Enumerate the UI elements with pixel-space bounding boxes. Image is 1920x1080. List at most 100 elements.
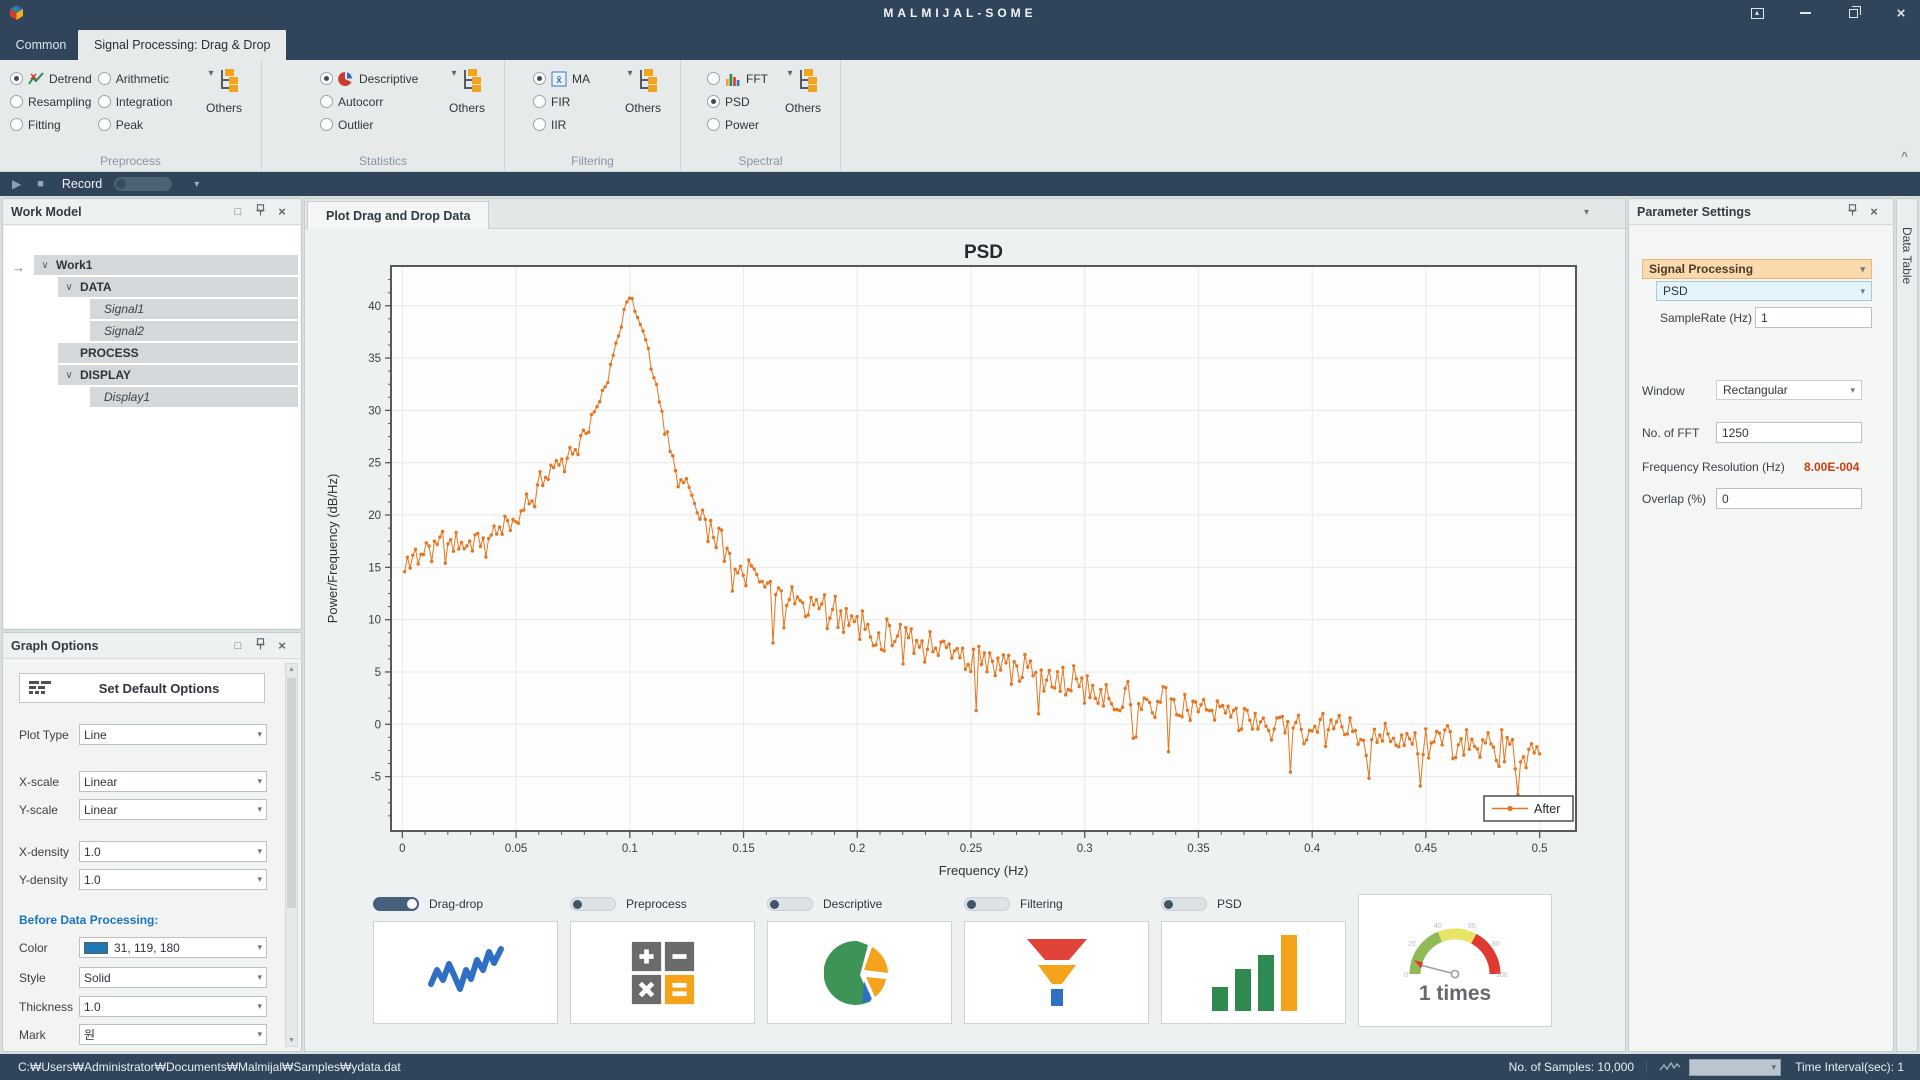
y-scale-dropdown[interactable]: Linear ▾: [79, 799, 267, 820]
toggle-filtering[interactable]: Filtering: [964, 894, 1149, 914]
tree-node-display1[interactable]: Display1: [4, 386, 298, 408]
ribbon-option-resampling[interactable]: Resampling: [10, 93, 92, 110]
toggle-switch-drag-drop[interactable]: [373, 897, 419, 911]
others-button-filtering[interactable]: ▾ Others: [615, 68, 671, 115]
record-dropdown-caret-icon[interactable]: ▾: [194, 178, 200, 190]
radio-icon[interactable]: [320, 118, 333, 131]
x-density-dropdown[interactable]: 1.0 ▾: [79, 841, 267, 862]
others-button-spectral[interactable]: ▾ Others: [775, 68, 831, 115]
tree-node-signal2[interactable]: Signal2: [4, 320, 298, 342]
restore-button[interactable]: [1842, 4, 1864, 22]
status-signal-dropdown[interactable]: ▾: [1689, 1058, 1782, 1076]
tree-node-data[interactable]: ∨ DATA: [4, 276, 298, 298]
minimize-button[interactable]: [1794, 4, 1816, 22]
ribbon-option-arithmetic[interactable]: Arithmetic: [97, 70, 173, 87]
others-button-preprocess[interactable]: ▾ Others: [196, 68, 252, 115]
graph-options-pin-button[interactable]: [249, 638, 271, 653]
play-icon[interactable]: ▶: [12, 177, 22, 191]
radio-icon[interactable]: [97, 118, 111, 131]
overlap-input[interactable]: 0: [1716, 488, 1862, 509]
graph-options-maximize-button[interactable]: □: [234, 639, 242, 652]
radio-icon[interactable]: [320, 72, 333, 85]
ribbon-option-descriptive[interactable]: Descriptive: [320, 70, 418, 87]
radio-icon[interactable]: [10, 72, 23, 85]
radio-icon[interactable]: [10, 118, 23, 131]
radio-icon[interactable]: [10, 95, 23, 108]
record-toggle[interactable]: [114, 177, 173, 191]
work-model-pin-button[interactable]: [249, 204, 271, 219]
ribbon-option-outlier[interactable]: Outlier: [320, 116, 418, 133]
mark-dropdown[interactable]: 원 ▾: [79, 1024, 267, 1045]
plot-type-dropdown[interactable]: Line ▾: [79, 724, 267, 745]
funnel-card[interactable]: [964, 921, 1149, 1024]
tab-common[interactable]: Common: [15, 38, 67, 52]
scrollbar-thumb[interactable]: [287, 678, 296, 908]
category-dropdown[interactable]: Signal Processing ▾: [1642, 259, 1872, 279]
expander-icon[interactable]: ∨: [41, 259, 49, 271]
tree-node-process[interactable]: PROCESS: [4, 342, 298, 364]
ribbon-option-fir[interactable]: FIR: [533, 93, 590, 110]
radio-icon[interactable]: [707, 95, 720, 108]
stop-icon[interactable]: ■: [37, 178, 44, 190]
thickness-dropdown[interactable]: 1.0 ▾: [79, 996, 267, 1017]
document-tab-dropdown-icon[interactable]: ▾: [1583, 207, 1589, 218]
radio-icon[interactable]: [533, 95, 546, 108]
ribbon-option-psd[interactable]: PSD: [707, 93, 768, 110]
radio-icon[interactable]: [533, 72, 546, 85]
toggle-switch-psd[interactable]: [1161, 897, 1207, 911]
toggle-switch-filtering[interactable]: [964, 897, 1010, 911]
signal-card[interactable]: [373, 921, 558, 1024]
graph-options-scrollbar[interactable]: ▲ ▼: [285, 663, 298, 1047]
gauge-card[interactable]: 0 20 40 60 80 100 1 times: [1358, 894, 1552, 1027]
collapse-ribbon-icon[interactable]: ^: [1900, 149, 1908, 163]
work-model-close-button[interactable]: ×: [278, 204, 286, 219]
toggle-descriptive[interactable]: Descriptive: [767, 894, 952, 914]
radio-icon[interactable]: [320, 95, 333, 108]
scroll-down-icon[interactable]: ▼: [288, 1037, 295, 1044]
set-default-options-button[interactable]: Set Default Options: [19, 673, 265, 703]
calculator-card[interactable]: [570, 921, 755, 1024]
expander-icon[interactable]: ∨: [65, 281, 73, 293]
color-dropdown[interactable]: 31, 119, 180 ▾: [79, 937, 267, 958]
radio-icon[interactable]: [707, 72, 720, 85]
ribbon-option-integration[interactable]: Integration: [97, 93, 172, 110]
y-density-dropdown[interactable]: 1.0 ▾: [79, 869, 267, 890]
ribbon-option-ma[interactable]: x̄ MA: [533, 70, 590, 87]
toggle-switch-preprocess[interactable]: [570, 897, 616, 911]
ribbon-option-peak[interactable]: Peak: [97, 116, 173, 133]
nfft-input[interactable]: 1250: [1716, 422, 1862, 443]
tree-node-signal1[interactable]: Signal1: [4, 298, 298, 320]
ribbon-options-button[interactable]: ▴: [1746, 4, 1768, 22]
ribbon-option-iir[interactable]: IIR: [533, 116, 590, 133]
x-scale-dropdown[interactable]: Linear ▾: [79, 771, 267, 792]
graph-options-close-button[interactable]: ×: [278, 638, 286, 653]
radio-icon[interactable]: [533, 118, 546, 131]
pie-card[interactable]: [767, 921, 952, 1024]
toggle-preprocess[interactable]: Preprocess: [570, 894, 755, 914]
work-model-maximize-button[interactable]: □: [234, 205, 242, 218]
parameter-settings-pin-button[interactable]: [1841, 204, 1863, 219]
window-dropdown[interactable]: Rectangular ▾: [1716, 380, 1862, 400]
tab-signal-processing[interactable]: Signal Processing: Drag & Drop: [78, 30, 287, 60]
data-table-side-tab[interactable]: Data Table: [1896, 198, 1918, 1052]
style-dropdown[interactable]: Solid ▾: [79, 967, 267, 988]
bar-chart-card[interactable]: [1161, 921, 1346, 1024]
ribbon-option-autocorr[interactable]: Autocorr: [320, 93, 418, 110]
scroll-up-icon[interactable]: ▲: [288, 666, 295, 673]
parameter-settings-close-button[interactable]: ×: [1870, 204, 1878, 219]
tab-plot-drag-and-drop-data[interactable]: Plot Drag and Drop Data: [307, 201, 490, 229]
ribbon-option-power[interactable]: Power: [707, 116, 768, 133]
method-dropdown[interactable]: PSD ▾: [1656, 281, 1872, 301]
ribbon-option-detrend[interactable]: Detrend: [10, 70, 92, 87]
others-button-statistics[interactable]: ▾ Others: [439, 68, 495, 115]
ribbon-option-fitting[interactable]: Fitting: [10, 116, 92, 133]
toggle-psd[interactable]: PSD: [1161, 894, 1346, 914]
close-button[interactable]: ×: [1890, 4, 1912, 22]
toggle-switch-descriptive[interactable]: [767, 897, 813, 911]
tree-node-work1[interactable]: ∨ Work1: [4, 254, 298, 276]
tree-node-display[interactable]: ∨ DISPLAY: [4, 364, 298, 386]
samplerate-input[interactable]: 1: [1755, 307, 1872, 328]
toggle-drag-drop[interactable]: Drag-drop: [373, 894, 558, 914]
ribbon-option-fft[interactable]: FFT: [707, 70, 768, 87]
radio-icon[interactable]: [97, 72, 111, 85]
